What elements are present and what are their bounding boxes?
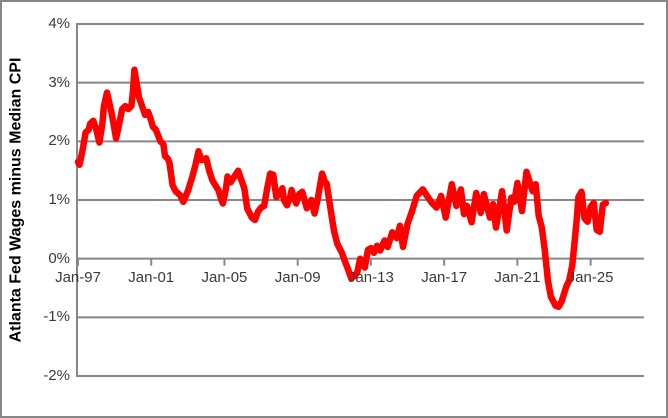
y-tick-label: 4% <box>48 15 70 32</box>
y-tick-label: 1% <box>48 191 70 208</box>
x-tick-label: Jan-13 <box>347 269 394 286</box>
y-tick-label: -2% <box>43 367 70 384</box>
x-tick-label: Jan-01 <box>128 269 175 286</box>
x-tick-label: Jan-97 <box>55 269 101 286</box>
x-tick-label: Jan-09 <box>274 269 321 286</box>
y-tick-label: 2% <box>48 132 70 150</box>
series-line <box>74 66 610 311</box>
y-tick-label: 0% <box>48 249 70 267</box>
y-tick-label: -1% <box>43 308 70 326</box>
x-tick-label: Jan-17 <box>421 269 468 286</box>
x-tick-label: Jan-21 <box>494 269 541 286</box>
y-tick-label: 3% <box>48 73 70 91</box>
x-tick-label: Jan-05 <box>201 269 248 286</box>
x-tick-label: Jan-25 <box>567 269 614 286</box>
y-axis-title: Atlanta Fed Wages minus Median CPI <box>7 57 24 343</box>
